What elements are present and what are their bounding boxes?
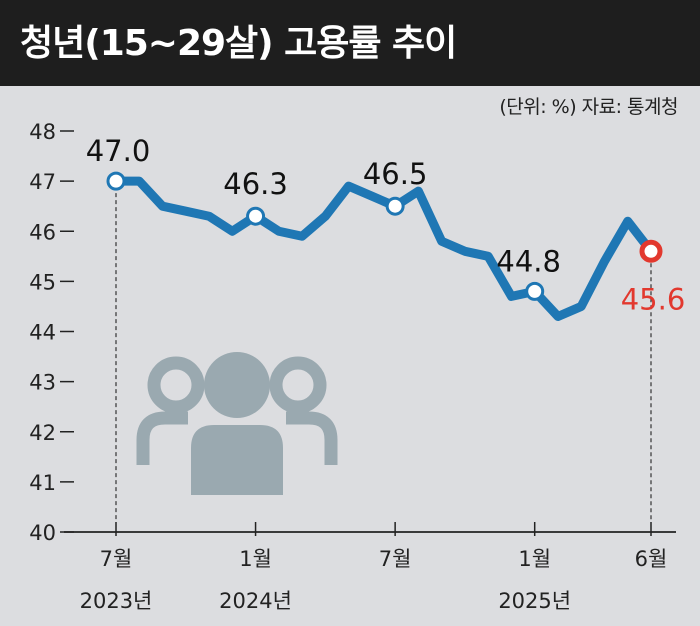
y-tick-label: 47 [29,170,56,194]
data-label: 46.3 [223,167,288,201]
x-tick-year: 2025년 [498,589,571,613]
data-label: 46.5 [363,157,428,191]
x-tick-year: 2024년 [219,589,292,613]
data-point [246,206,266,226]
chart-header: 청년(15~29살) 고용률 추이 [0,0,700,86]
y-tick-label: 44 [29,321,56,345]
chart-title: 청년(15~29살) 고용률 추이 [20,23,457,64]
data-label: 44.8 [496,244,561,278]
y-tick-label: 43 [29,371,56,395]
x-tick-month: 1월 [518,547,551,571]
y-tick-label: 42 [29,421,56,445]
y-tick-label: 40 [29,521,56,545]
latest-value-label: 45.6 [621,282,686,316]
y-tick-label: 48 [29,120,56,144]
latest-data-point [639,239,663,263]
data-point [385,196,405,216]
source-note: (단위: %) 자료: 통계청 [499,96,678,118]
x-tick-month: 7월 [379,547,412,571]
people-center-figure [191,352,283,495]
x-tick-month: 1월 [239,547,272,571]
data-label: 47.0 [86,134,151,168]
data-points [106,171,663,301]
people-group-icon [136,356,338,465]
data-point [525,281,545,301]
series-polyline [111,176,656,321]
x-tick-month: 7월 [100,547,133,571]
x-tick-year: 2023년 [80,589,153,613]
y-tick-label: 45 [29,270,56,294]
series-line [111,176,656,321]
y-tick-label: 41 [29,471,56,495]
data-point [106,171,126,191]
guide-lines [115,193,652,522]
data-labels: 47.0 46.3 46.5 44.8 45.6 [86,134,686,316]
axes: 40 41 42 43 44 45 46 47 48 7월 2023년 1월 2024년 7월 1월 2025… [29,120,676,613]
x-tick-month: 6월 [635,547,668,571]
y-tick-label: 46 [29,220,56,244]
